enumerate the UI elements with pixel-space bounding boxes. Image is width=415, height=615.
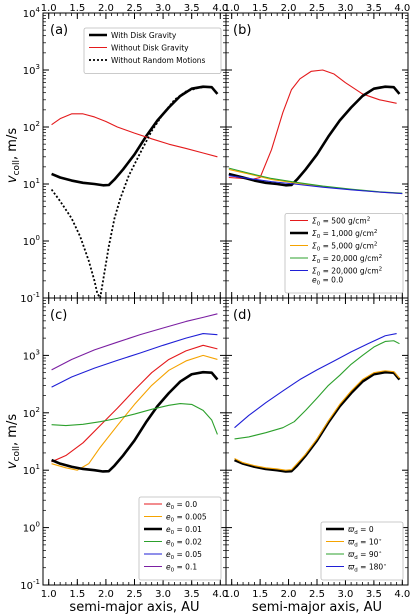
x-tick-label-bottom: 2.5 — [309, 589, 325, 600]
legend-label: e0 = 0.005 — [166, 513, 207, 524]
series-line — [228, 69, 397, 181]
x-tick-label-bottom: 3.0 — [155, 589, 171, 600]
panel-b: 1.0 1.5 2.0 2.5 3.0 3.5 4.0(b)Σ0 = 500 g/cm2Σ0… — [224, 3, 410, 299]
series-line — [51, 354, 218, 471]
series-line — [234, 370, 400, 471]
series-line — [51, 313, 218, 371]
legend-label: Σ0 = 500 g/cm2 — [312, 217, 370, 228]
x-tick-label-bottom: 2.0 — [98, 589, 114, 600]
legend-frame — [83, 27, 222, 74]
x-tick-label-top: 3.0 — [337, 3, 353, 14]
legend-frame — [284, 213, 404, 294]
y-tick-label: 103 — [23, 63, 40, 77]
panels: 1.0 1.5 2.0 2.5 3.0 3.5 4.0 10-1 100 101 102 103 104… — [20, 3, 410, 600]
legend-label: ϖd = 90∘ — [348, 550, 382, 561]
y-tick-label: 100 — [23, 234, 40, 248]
legend-frame — [138, 496, 222, 581]
x-tick-label-top: 2.0 — [281, 3, 297, 14]
legend: ϖd = 0 ϖd = 10∘ϖd = 90∘ ϖd = 180∘ — [320, 521, 404, 581]
series-line — [51, 85, 219, 187]
plot-frame — [225, 297, 409, 586]
y-tick-label: 100 — [23, 521, 40, 535]
x-tick-label-bottom: 4.0 — [394, 589, 410, 600]
panel-a: 1.0 1.5 2.0 2.5 3.0 3.5 4.0 10-1 100 101 102 103 104… — [20, 3, 228, 305]
series-line — [228, 85, 401, 187]
x-tick-label-top: 1.5 — [252, 3, 268, 14]
series-line — [228, 175, 403, 195]
x-tick-label-top: 4.0 — [212, 3, 228, 14]
x-tick-label-bottom: 3.0 — [337, 589, 353, 600]
x-axis-label-left: semi-major axis, AU — [69, 600, 199, 615]
panel-d: 1.0 1.5 2.0 2.5 3.0 3.5 4.0(d)ϖd = 0ϖd = 10∘ϖd… — [224, 297, 410, 600]
legend-label: Without Random Motions — [111, 56, 206, 65]
x-tick-label-bottom: 1.0 — [41, 589, 57, 600]
x-tick-label-bottom: 3.5 — [366, 589, 382, 600]
x-tick-label-top: 3.5 — [366, 3, 382, 14]
x-tick-label-top: 4.0 — [394, 3, 410, 14]
legend-label: e0 = 0.0 — [166, 500, 197, 511]
series-line — [51, 113, 218, 158]
series-line — [51, 344, 218, 463]
panel-label: (b) — [233, 23, 251, 38]
series-line — [234, 340, 400, 440]
series-line — [51, 370, 219, 473]
y-tick-label: 101 — [23, 177, 40, 191]
y-tick-label: 102 — [23, 120, 40, 134]
x-tick-label-bottom: 1.5 — [69, 589, 85, 600]
legend-label: ϖd = 10∘ — [348, 538, 382, 549]
y-tick-label: 102 — [23, 406, 40, 420]
x-tick-label-top: 2.5 — [309, 3, 325, 14]
legend-label: Σ0 = 20,000 g/cm2 — [312, 267, 382, 278]
y-tick-label: 10-1 — [20, 578, 40, 592]
panel-label: (d) — [233, 308, 251, 323]
legend-label: Σ0 = 20,000 g/cm2 — [312, 254, 382, 265]
y-tick-label: 103 — [23, 348, 40, 362]
y-axis-label-bottom: vcoll, m/s — [5, 414, 22, 469]
legend-label: Σ0 = 5,000 g/cm2 — [312, 242, 377, 253]
legend-label: e0 = 0.05 — [166, 550, 202, 561]
x-tick-label-top: 1.0 — [41, 3, 57, 14]
panel-c: 1.0 1.5 2.0 2.5 3.0 3.5 4.0 10-1 100 101 102 103 (c)… — [20, 297, 228, 600]
x-tick-label-top: 3.0 — [155, 3, 171, 14]
x-axis-label-right: semi-major axis, AU — [252, 600, 382, 615]
y-axis-label-top: vcoll, m/s — [5, 128, 22, 183]
x-tick-label-top: 2.0 — [98, 3, 114, 14]
y-tick-label: 104 — [23, 6, 41, 20]
legend: With Disk Gravity Without Disk Gravity Wit… — [83, 27, 222, 74]
legend-label: e0 = 0.01 — [166, 525, 202, 536]
x-tick-label-bottom: 2.5 — [127, 589, 143, 600]
x-tick-label-bottom: 1.5 — [252, 589, 268, 600]
legend-label: Without Disk Gravity — [111, 44, 189, 53]
x-tick-label-bottom: 4.0 — [212, 589, 228, 600]
x-tick-label-bottom: 3.5 — [184, 589, 200, 600]
legend-label-line2: e0 = 0.0 — [312, 276, 343, 287]
legend-label: ϖd = 0 — [348, 525, 374, 536]
series-line — [51, 402, 218, 435]
y-tick-label: 101 — [23, 463, 40, 477]
x-tick-label-top: 1.0 — [224, 3, 240, 14]
legend-label: e0 = 0.02 — [166, 538, 202, 549]
x-tick-label-bottom: 1.0 — [224, 589, 240, 600]
x-tick-label-bottom: 2.0 — [281, 589, 297, 600]
panel-label: (c) — [50, 308, 67, 323]
series-line — [50, 85, 207, 298]
x-tick-label-top: 3.5 — [184, 3, 200, 14]
legend-label: Σ0 = 1,000 g/cm2 — [312, 229, 377, 240]
x-tick-label-top: 1.5 — [69, 3, 85, 14]
series-line — [234, 370, 401, 473]
x-tick-label-top: 2.5 — [127, 3, 143, 14]
y-tick-label: 10-1 — [20, 291, 40, 305]
legend-frame — [320, 521, 404, 581]
legend-label: With Disk Gravity — [111, 31, 177, 40]
series-line — [234, 333, 397, 429]
series-line — [51, 333, 218, 388]
legend-label: e0 = 0.1 — [166, 563, 197, 574]
legend-label: ϖd = 180∘ — [348, 563, 387, 574]
panel-label: (a) — [50, 23, 68, 38]
